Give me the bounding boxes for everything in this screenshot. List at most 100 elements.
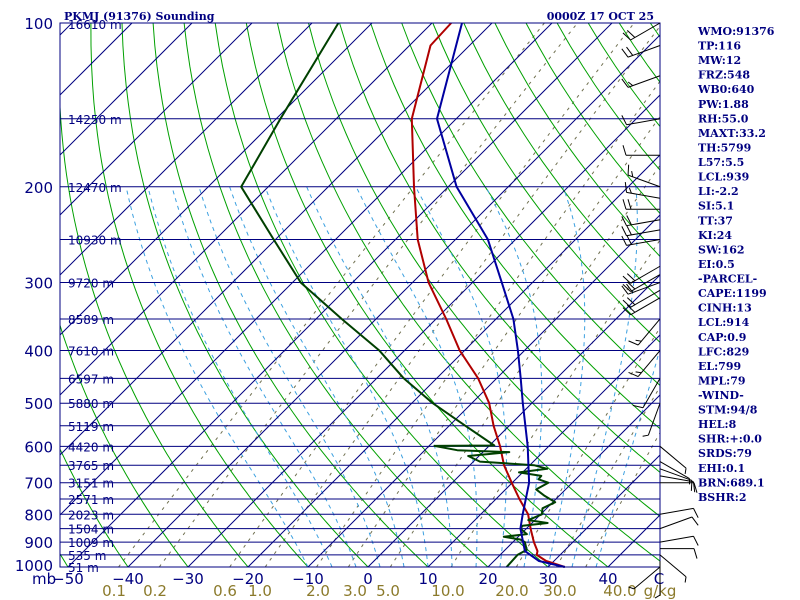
wind-barb-flag <box>622 299 631 308</box>
wind-barb <box>659 516 699 530</box>
wind-barb-shaft <box>659 535 694 543</box>
wind-barb <box>632 378 661 409</box>
wind-barb-shaft <box>630 297 661 316</box>
wind-barb-flag <box>635 339 642 342</box>
stat-line: LI:-2.2 <box>698 185 739 198</box>
height-label: 3765 m <box>68 459 114 473</box>
stat-line: LCL:939 <box>698 171 749 184</box>
stat-line: WB0:640 <box>697 83 755 96</box>
stat-line: HEL:8 <box>698 418 737 431</box>
chart-title: PKMJ (91376) Sounding <box>64 10 215 23</box>
dry-adiabat <box>339 22 661 473</box>
wind-barb-flag <box>626 273 636 282</box>
wind-barb <box>622 22 661 41</box>
isotherm <box>59 22 73 36</box>
stat-line: RH:55.0 <box>698 112 749 125</box>
stat-line: CAPE:1199 <box>698 287 767 300</box>
dry-adiabat <box>494 22 661 257</box>
mixing-ratio-line <box>450 239 661 568</box>
mixing-ratio-label: 5.0 <box>376 582 400 600</box>
wind-barb-shaft <box>630 289 661 308</box>
wind-barb-flag <box>684 468 687 475</box>
stat-line: FRZ:548 <box>698 69 750 82</box>
dry-adiabat <box>525 22 661 214</box>
dry-adiabat <box>59 107 249 568</box>
wind-barb-flag <box>635 371 642 374</box>
height-label: 14250 m <box>68 113 122 127</box>
stat-line: CAP:0.9 <box>698 331 746 344</box>
mixing-ratio-label: 0.1 <box>102 582 126 600</box>
wind-barb <box>628 566 661 590</box>
stat-line: EI:0.5 <box>698 258 735 271</box>
stat-line: WMO:91376 <box>697 25 775 38</box>
wind-barb-flag <box>693 548 698 559</box>
wind-barb-flag <box>621 216 627 226</box>
sounding-profiles <box>240 22 566 568</box>
height-label: 16610 m <box>68 18 122 32</box>
wind-barb-shaft <box>627 45 661 58</box>
height-label: 4420 m <box>68 440 114 454</box>
wind-barb-shaft <box>659 554 687 578</box>
height-label: 5119 m <box>68 420 114 434</box>
dry-adiabat <box>276 22 661 562</box>
pressure-label: 500 <box>24 395 53 413</box>
pressure-unit-label: mb <box>32 570 56 588</box>
wind-barb-flag <box>693 535 699 546</box>
wind-barb-shaft <box>659 445 687 469</box>
wind-barb <box>622 297 661 316</box>
stat-line: -WIND- <box>698 389 744 402</box>
isotherm <box>67 22 613 568</box>
wind-barbs <box>621 22 699 599</box>
isotherm <box>187 94 661 568</box>
pressure-label: 100 <box>24 15 53 33</box>
wind-barb-flag <box>626 46 634 56</box>
wind-barb <box>659 445 687 475</box>
moist-adiabat <box>571 186 638 568</box>
dewpoint-line <box>240 22 557 568</box>
wind-barb <box>622 145 660 156</box>
wind-barb-flag <box>690 480 693 491</box>
dry-adiabat <box>618 22 661 83</box>
wind-barb-flag <box>692 481 696 493</box>
temperature-label: 20 <box>478 570 497 588</box>
wind-barb <box>621 215 661 227</box>
height-label: 3151 m <box>68 477 114 491</box>
wind-barb <box>621 75 661 88</box>
height-label: 6597 m <box>68 372 114 386</box>
wind-barb <box>621 225 661 237</box>
temperature-label: −40 <box>112 570 144 588</box>
pressure-label: 800 <box>24 506 53 524</box>
stat-line: EL:799 <box>698 360 741 373</box>
wind-barb-flag <box>622 307 631 316</box>
wind-barb-flag <box>628 371 639 378</box>
isotherm <box>127 34 661 568</box>
pressure-label: 700 <box>24 475 53 493</box>
wind-barb-flag <box>691 516 699 526</box>
stat-line: SI:5.1 <box>698 200 734 213</box>
mixing-ratio-line <box>515 327 661 568</box>
temperature-labels: −50 −40 −30 −20 −10 0 10 20 30 40 C <box>52 570 664 588</box>
height-label: 12470 m <box>68 181 122 195</box>
wind-barb <box>659 554 687 583</box>
wind-barb-flag <box>627 199 632 210</box>
wind-barb-shaft <box>659 475 694 483</box>
wind-barb-flag <box>621 285 629 295</box>
pressure-label: 1000 <box>15 557 53 575</box>
wind-barb <box>621 234 661 246</box>
wind-barb-shaft <box>659 516 693 530</box>
stat-line: MAXT:33.2 <box>698 127 766 140</box>
height-label: 8589 m <box>68 313 114 327</box>
height-label: 2023 m <box>68 508 114 522</box>
wind-barb-shaft <box>642 378 661 409</box>
wind-barb-flag <box>693 482 698 493</box>
wind-barb-shaft <box>626 118 661 126</box>
wind-barb-flag <box>628 187 632 194</box>
stat-line: MW:12 <box>698 54 741 67</box>
wind-barb-flag <box>622 32 631 41</box>
stat-line: SRDS:79 <box>698 447 752 460</box>
wind-barb-flag <box>626 283 634 293</box>
height-label: 51 m <box>68 561 99 575</box>
isotherm <box>607 514 661 568</box>
